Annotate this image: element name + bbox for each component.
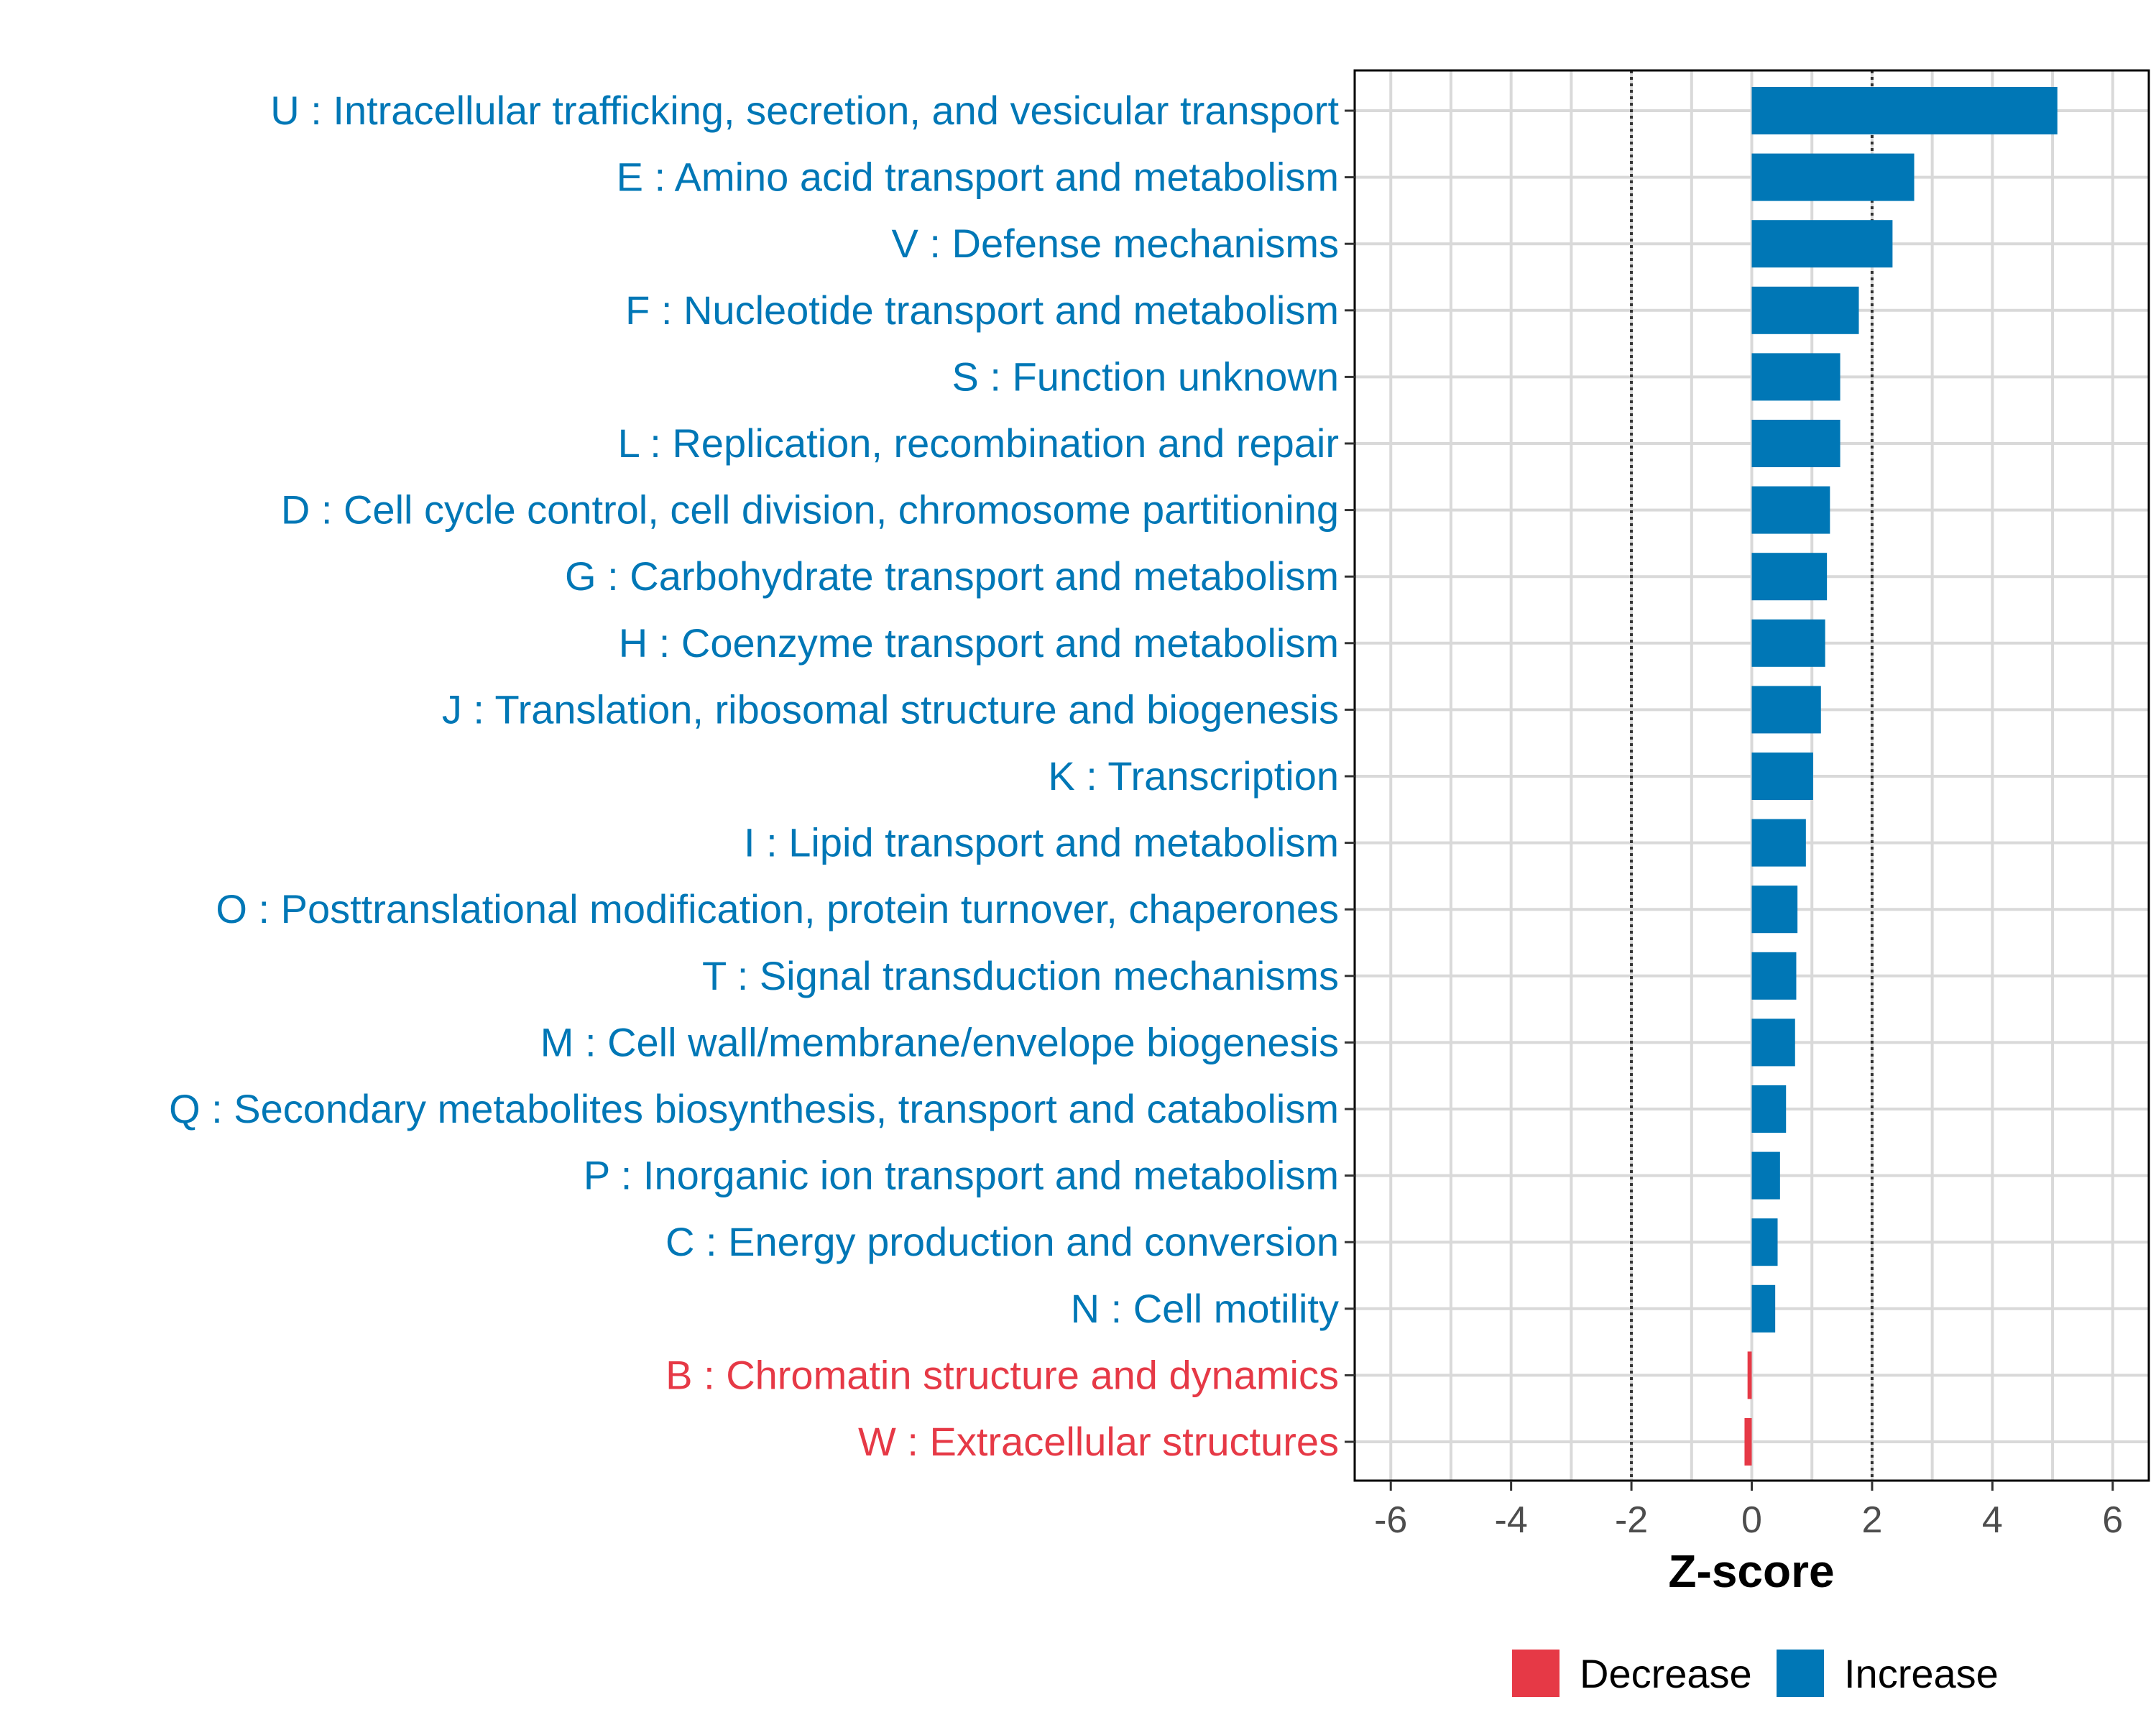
bar [1751,153,1915,201]
x-tick-label: 2 [1861,1499,1882,1541]
category-label: O : Posttranslational modification, prot… [216,886,1339,932]
category-label: J : Translation, ribosomal structure and… [442,686,1339,732]
x-tick-label: 4 [1982,1499,2003,1541]
category-label: H : Coenzyme transport and metabolism [619,620,1339,666]
x-tick-label: -2 [1615,1499,1648,1541]
legend-label: Decrease [1580,1651,1752,1696]
bar [1751,220,1893,268]
category-label: I : Lipid transport and metabolism [744,820,1339,865]
category-label: U : Intracellular trafficking, secretion… [270,88,1339,133]
category-label: M : Cell wall/membrane/envelope biogenes… [540,1019,1339,1064]
bar [1744,1418,1752,1466]
bar [1751,1151,1780,1200]
bar [1751,619,1825,667]
x-tick-label: 6 [2102,1499,2123,1541]
bar [1751,420,1841,467]
legend-swatch [1777,1650,1824,1697]
category-label: E : Amino acid transport and metabolism [617,155,1339,200]
category-label: Q : Secondary metabolites biosynthesis, … [169,1086,1339,1131]
category-label: C : Energy production and conversion [665,1219,1339,1264]
category-label: T : Signal transduction mechanisms [702,953,1339,998]
category-label: N : Cell motility [1071,1286,1339,1331]
category-label: P : Inorganic ion transport and metaboli… [584,1153,1339,1198]
bar [1751,819,1806,867]
legend-label: Increase [1844,1651,1999,1696]
bars [1744,87,2058,1466]
category-label: G : Carbohydrate transport and metabolis… [565,553,1339,599]
category-label: B : Chromatin structure and dynamics [665,1352,1339,1397]
x-axis-ticks [1389,1481,2114,1491]
bar [1751,1018,1795,1067]
bar [1751,686,1821,734]
bar [1747,1351,1752,1399]
bar [1751,353,1841,401]
bar [1751,553,1828,601]
bar [1751,1085,1787,1133]
bar [1751,286,1859,334]
x-tick-label: -4 [1495,1499,1528,1541]
bar [1751,486,1830,534]
x-tick-label: 0 [1741,1499,1762,1541]
legend: Decrease Increase [1512,1650,1999,1697]
reference-lines [1630,70,1874,1481]
category-label: L : Replication, recombination and repai… [618,420,1339,466]
bar [1751,886,1798,934]
bar [1751,1218,1778,1266]
bar [1751,753,1813,800]
y-axis-labels: U : Intracellular trafficking, secretion… [169,88,1339,1464]
x-axis-labels: -6 -4 -2 0 2 4 6 [1374,1499,2123,1541]
legend-swatch [1512,1650,1560,1697]
bar [1751,1284,1776,1333]
bar [1751,952,1797,1000]
x-axis-title: Z-score [1668,1545,1834,1597]
category-label: S : Function unknown [952,354,1339,399]
category-label: D : Cell cycle control, cell division, c… [281,487,1339,533]
x-tick-label: -6 [1374,1499,1407,1541]
category-label: K : Transcription [1048,753,1339,799]
category-label: V : Defense mechanisms [892,221,1339,266]
bar [1751,87,2058,134]
y-axis-ticks [1345,109,1355,1443]
category-label: W : Extracellular structures [858,1419,1339,1464]
category-label: F : Nucleotide transport and metabolism [625,288,1339,333]
